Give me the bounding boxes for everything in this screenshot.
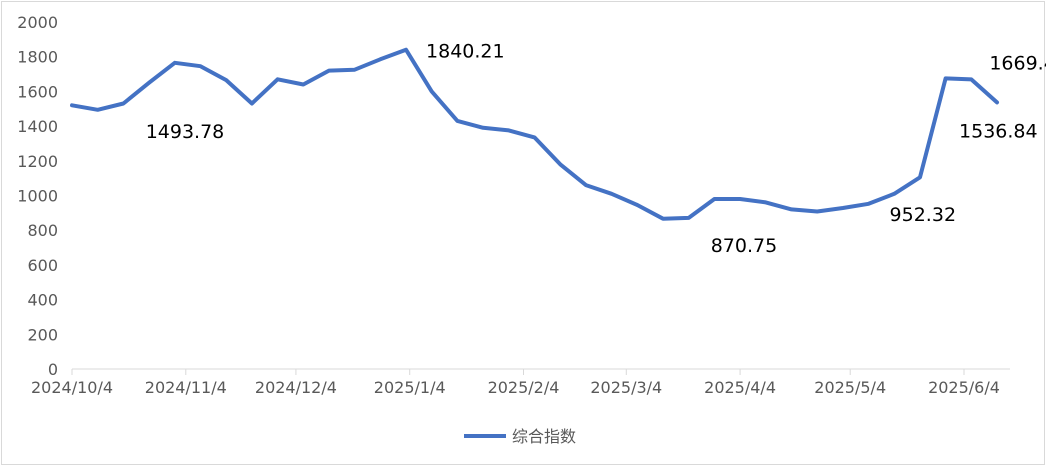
data-label: 1536.84 xyxy=(959,120,1038,142)
y-tick-label: 1600 xyxy=(17,82,58,101)
x-tick-label: 2025/3/4 xyxy=(590,378,662,397)
y-tick-label: 1200 xyxy=(17,152,58,171)
x-tick-label: 2025/4/4 xyxy=(704,378,776,397)
y-tick-label: 1800 xyxy=(17,48,58,67)
x-tick-label: 2025/2/4 xyxy=(488,378,560,397)
y-tick-label: 2000 xyxy=(17,13,58,32)
data-label: 1493.78 xyxy=(146,121,225,143)
x-tick-label: 2025/5/4 xyxy=(814,378,886,397)
y-tick-label: 200 xyxy=(27,325,58,344)
x-tick-label: 2025/1/4 xyxy=(374,378,446,397)
data-label: 1669.44 xyxy=(989,52,1046,74)
x-tick-label: 2025/6/4 xyxy=(928,378,1000,397)
y-tick-label: 600 xyxy=(27,256,58,275)
x-tick-label: 2024/10/4 xyxy=(31,378,113,397)
x-axis-ticks: 2024/10/4 2024/11/4 2024/12/4 2025/1/4 2025/… xyxy=(31,369,1000,397)
series-layer xyxy=(70,47,999,221)
data-labels: 1493.78 1840.21 870.75 952.32 1669.44 1536.84 xyxy=(146,41,1048,257)
data-label: 1840.21 xyxy=(426,41,505,63)
y-tick-label: 1400 xyxy=(17,117,58,136)
y-tick-label: 800 xyxy=(27,221,58,240)
y-axis-ticks: 0 200 400 600 800 1000 1200 1400 1600 1800 2000 xyxy=(17,13,58,379)
data-label: 870.75 xyxy=(711,235,777,257)
series-line xyxy=(70,47,999,221)
x-tick-label: 2024/11/4 xyxy=(145,378,227,397)
legend: 综合指数 xyxy=(464,427,576,446)
x-tick-label: 2024/12/4 xyxy=(255,378,337,397)
y-tick-label: 0 xyxy=(48,360,58,379)
data-label: 952.32 xyxy=(890,204,956,226)
legend-label: 综合指数 xyxy=(512,427,576,446)
y-tick-label: 1000 xyxy=(17,187,58,206)
y-tick-label: 400 xyxy=(27,291,58,310)
